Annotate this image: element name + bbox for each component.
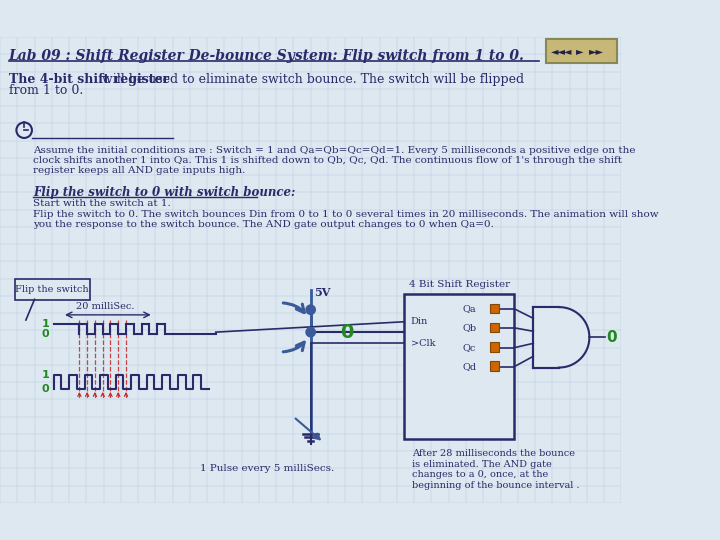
- Text: ◄◄: ◄◄: [551, 46, 565, 56]
- Text: clock shifts another 1 into Qa. This 1 is shifted down to Qb, Qc, Qd. The contin: clock shifts another 1 into Qa. This 1 i…: [33, 156, 622, 165]
- Text: 0: 0: [42, 329, 49, 339]
- Text: After 28 milliseconds the bounce: After 28 milliseconds the bounce: [413, 449, 575, 458]
- Text: Start with the switch at 1.: Start with the switch at 1.: [33, 199, 171, 208]
- Text: Assume the initial conditions are : Switch = 1 and Qa=Qb=Qc=Qd=1. Every 5 millis: Assume the initial conditions are : Swit…: [33, 146, 635, 155]
- Text: register keeps all AND gate inputs high.: register keeps all AND gate inputs high.: [33, 166, 246, 176]
- Text: will be used to eliminate switch bounce. The switch will be flipped: will be used to eliminate switch bounce.…: [97, 73, 523, 86]
- Text: ►►: ►►: [590, 46, 604, 56]
- Text: you the response to the switch bounce. The AND gate output changes to 0 when Qa=: you the response to the switch bounce. T…: [33, 220, 494, 229]
- Circle shape: [306, 328, 315, 336]
- Circle shape: [306, 306, 315, 314]
- Text: 1: 1: [42, 370, 49, 380]
- Text: Qa: Qa: [462, 305, 476, 313]
- Text: 4 Bit Shift Register: 4 Bit Shift Register: [408, 280, 510, 289]
- Text: ◄: ◄: [564, 46, 571, 56]
- Text: Qc: Qc: [462, 343, 476, 352]
- Text: 1: 1: [42, 319, 49, 328]
- Text: changes to a 0, once, at the: changes to a 0, once, at the: [413, 470, 549, 479]
- FancyBboxPatch shape: [546, 39, 617, 63]
- Text: Flip the switch to 0 with switch bounce:: Flip the switch to 0 with switch bounce:: [33, 186, 295, 199]
- Text: ►: ►: [577, 46, 584, 56]
- FancyBboxPatch shape: [490, 361, 499, 371]
- Text: Flip the switch to 0. The switch bounces Din from 0 to 1 to 0 several times in 2: Flip the switch to 0. The switch bounces…: [33, 210, 658, 219]
- FancyBboxPatch shape: [490, 342, 499, 352]
- Text: Din: Din: [410, 318, 428, 326]
- FancyBboxPatch shape: [404, 294, 514, 439]
- Text: 20 milliSec.: 20 milliSec.: [76, 302, 135, 312]
- FancyBboxPatch shape: [14, 280, 90, 300]
- Text: 0: 0: [341, 322, 354, 342]
- Text: Flip the switch: Flip the switch: [15, 285, 89, 294]
- Text: 5V: 5V: [314, 287, 330, 298]
- Text: 0: 0: [42, 384, 49, 394]
- Polygon shape: [534, 307, 590, 368]
- Text: from 1 to 0.: from 1 to 0.: [9, 84, 83, 97]
- Text: Qb: Qb: [462, 323, 477, 332]
- FancyBboxPatch shape: [490, 322, 499, 332]
- Text: 0: 0: [607, 330, 617, 345]
- Text: 1 Pulse every 5 milliSecs.: 1 Pulse every 5 milliSecs.: [200, 464, 335, 473]
- Text: Qd: Qd: [462, 362, 477, 371]
- Text: The 4-bit shift register: The 4-bit shift register: [9, 73, 168, 86]
- Text: >Clk: >Clk: [410, 339, 436, 348]
- Text: beginning of the bounce interval .: beginning of the bounce interval .: [413, 481, 580, 490]
- FancyBboxPatch shape: [490, 303, 499, 313]
- FancyBboxPatch shape: [534, 307, 559, 368]
- Text: is eliminated. The AND gate: is eliminated. The AND gate: [413, 460, 552, 469]
- Text: Lab 09 : Shift Register De-bounce System: Flip switch from 1 to 0.: Lab 09 : Shift Register De-bounce System…: [9, 49, 524, 63]
